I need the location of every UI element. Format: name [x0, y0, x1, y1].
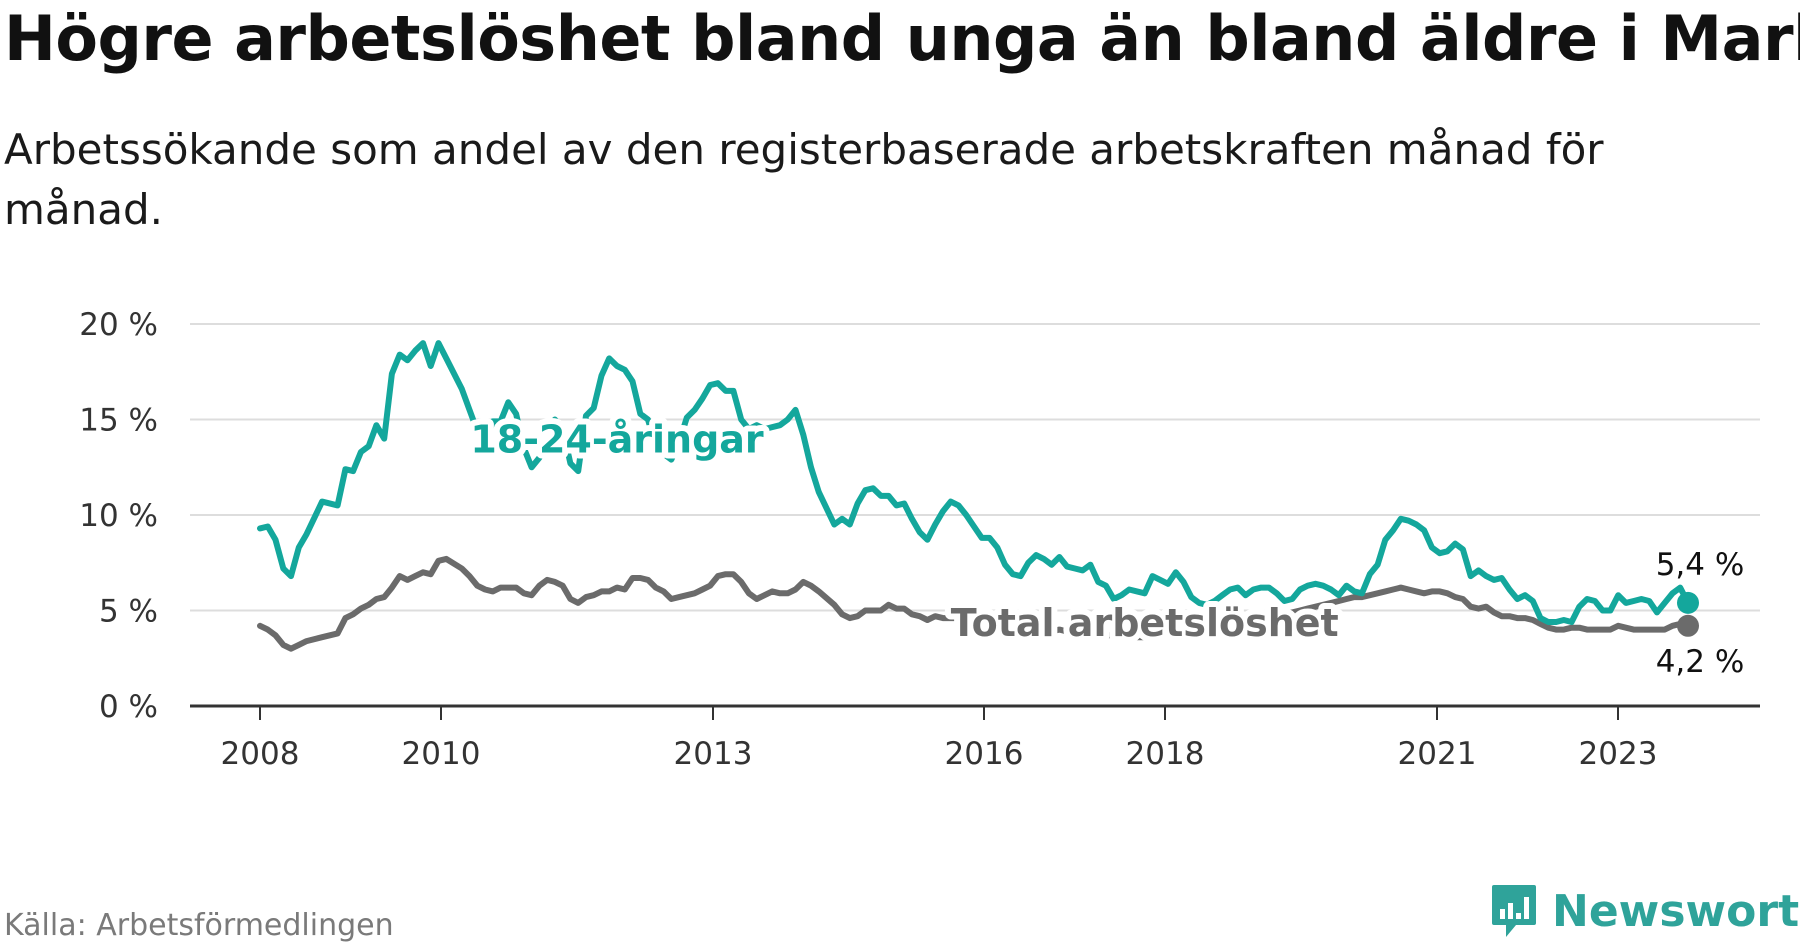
y-tick-label: 5 % [99, 594, 158, 630]
y-tick-label: 15 % [79, 403, 158, 439]
x-tick-label: 2023 [1579, 736, 1658, 772]
end-point-youth [1677, 591, 1699, 614]
x-tick-label: 2010 [402, 736, 481, 772]
brand-name: Newsworthy [1552, 885, 1800, 937]
brand[interactable]: Newsworthy [1490, 883, 1800, 939]
end-label-youth: 5,4 % [1656, 547, 1745, 583]
chart-title: Högre arbetslöshet bland unga än bland ä… [4, 2, 1800, 75]
series [257, 340, 1699, 652]
series-label-youth: 18-24-åringar [470, 418, 764, 462]
series-line-youth [257, 340, 1691, 625]
axes: 0 % 5 % 10 % 15 % 20 % 2008 2010 2013 2016 2018 20… [79, 307, 1760, 772]
source-note: Källa: Arbetsförmedlingen [4, 908, 394, 943]
series-label-total: Total arbetslöshet [951, 601, 1339, 645]
x-tick-label: 2021 [1398, 736, 1477, 772]
newsworthy-logo-icon [1492, 885, 1536, 937]
x-tick-label: 2008 [221, 736, 300, 772]
x-tick-label: 2013 [674, 736, 753, 772]
x-tick-label: 2018 [1126, 736, 1205, 772]
chart-subtitle: Arbetssökande som andel av den registerb… [4, 125, 1604, 234]
x-tick-label: 2016 [945, 736, 1024, 772]
end-point-total [1677, 614, 1699, 637]
gridlines [190, 323, 1760, 612]
labels: 18-24-åringar 5,4 % Total arbetslöshet 4,2 … [464, 412, 1748, 684]
y-tick-label: 20 % [79, 307, 158, 343]
series-line-total [257, 555, 1691, 652]
end-label-total: 4,2 % [1656, 644, 1745, 680]
y-tick-label: 0 % [99, 689, 158, 725]
y-tick-label: 10 % [79, 498, 158, 534]
